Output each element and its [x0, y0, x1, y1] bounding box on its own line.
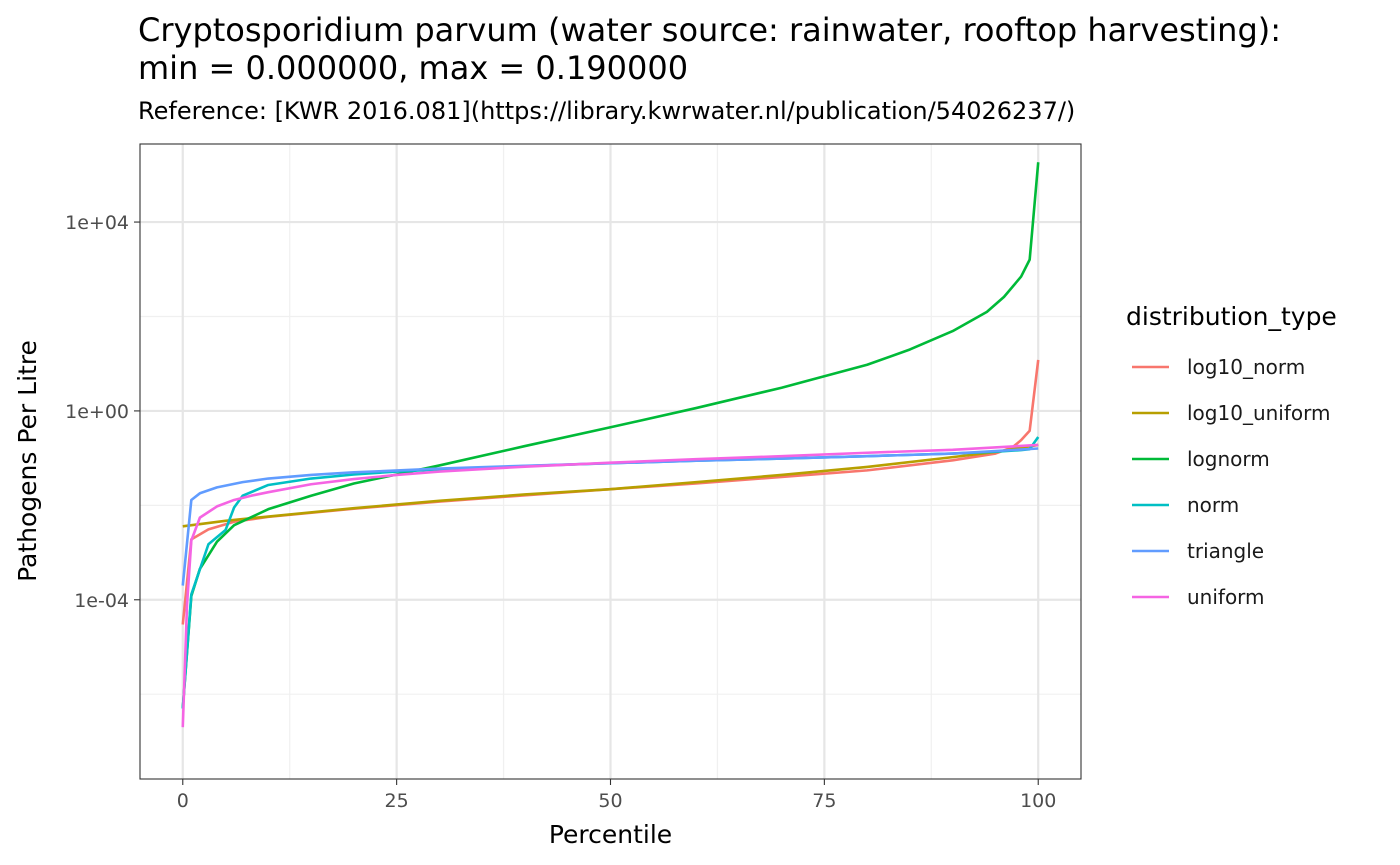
title-line-1: Cryptosporidium parvum (water source: ra…	[138, 11, 1281, 49]
series-layer	[181, 162, 1040, 728]
chart-subtitle: Reference: [KWR 2016.081](https://librar…	[138, 97, 1075, 125]
legend-item-uniform: uniform	[1132, 585, 1265, 609]
legend-item-log10-norm: log10_norm	[1132, 355, 1305, 379]
legend: distribution_type log10_norm log10_unifor…	[1126, 302, 1337, 609]
x-tick-label: 75	[812, 790, 836, 812]
series-line-log10-uniform	[182, 443, 1039, 528]
legend-label: log10_uniform	[1187, 401, 1330, 425]
tick-layer: 0 25 50 75 100 1e-04 1e+00 1e+04	[65, 212, 1056, 812]
series-line-uniform	[181, 443, 1039, 728]
y-tick-label: 1e+00	[65, 401, 129, 423]
legend-label: triangle	[1187, 539, 1264, 563]
legend-label: uniform	[1187, 585, 1265, 609]
y-axis-title: Pathogens Per Litre	[13, 340, 42, 582]
series-line-lognorm	[181, 162, 1040, 709]
legend-label: log10_norm	[1187, 355, 1305, 379]
legend-title: distribution_type	[1126, 302, 1337, 331]
x-tick-label: 100	[1020, 790, 1056, 812]
series-line-triangle	[181, 447, 1039, 586]
y-tick-label: 1e+04	[65, 212, 129, 234]
title-line-2: min = 0.000000, max = 0.190000	[138, 49, 688, 87]
legend-item-norm: norm	[1132, 493, 1239, 517]
legend-label: norm	[1187, 493, 1239, 517]
x-tick-label: 50	[598, 790, 622, 812]
legend-item-triangle: triangle	[1132, 539, 1264, 563]
legend-label: lognorm	[1187, 447, 1270, 471]
x-tick-label: 0	[177, 790, 189, 812]
chart-title: Cryptosporidium parvum (water source: ra…	[138, 11, 1281, 87]
legend-item-lognorm: lognorm	[1132, 447, 1270, 471]
x-tick-label: 25	[385, 790, 409, 812]
x-axis-title: Percentile	[549, 820, 672, 849]
legend-item-log10-uniform: log10_uniform	[1132, 401, 1330, 425]
y-tick-label: 1e-04	[74, 590, 129, 612]
